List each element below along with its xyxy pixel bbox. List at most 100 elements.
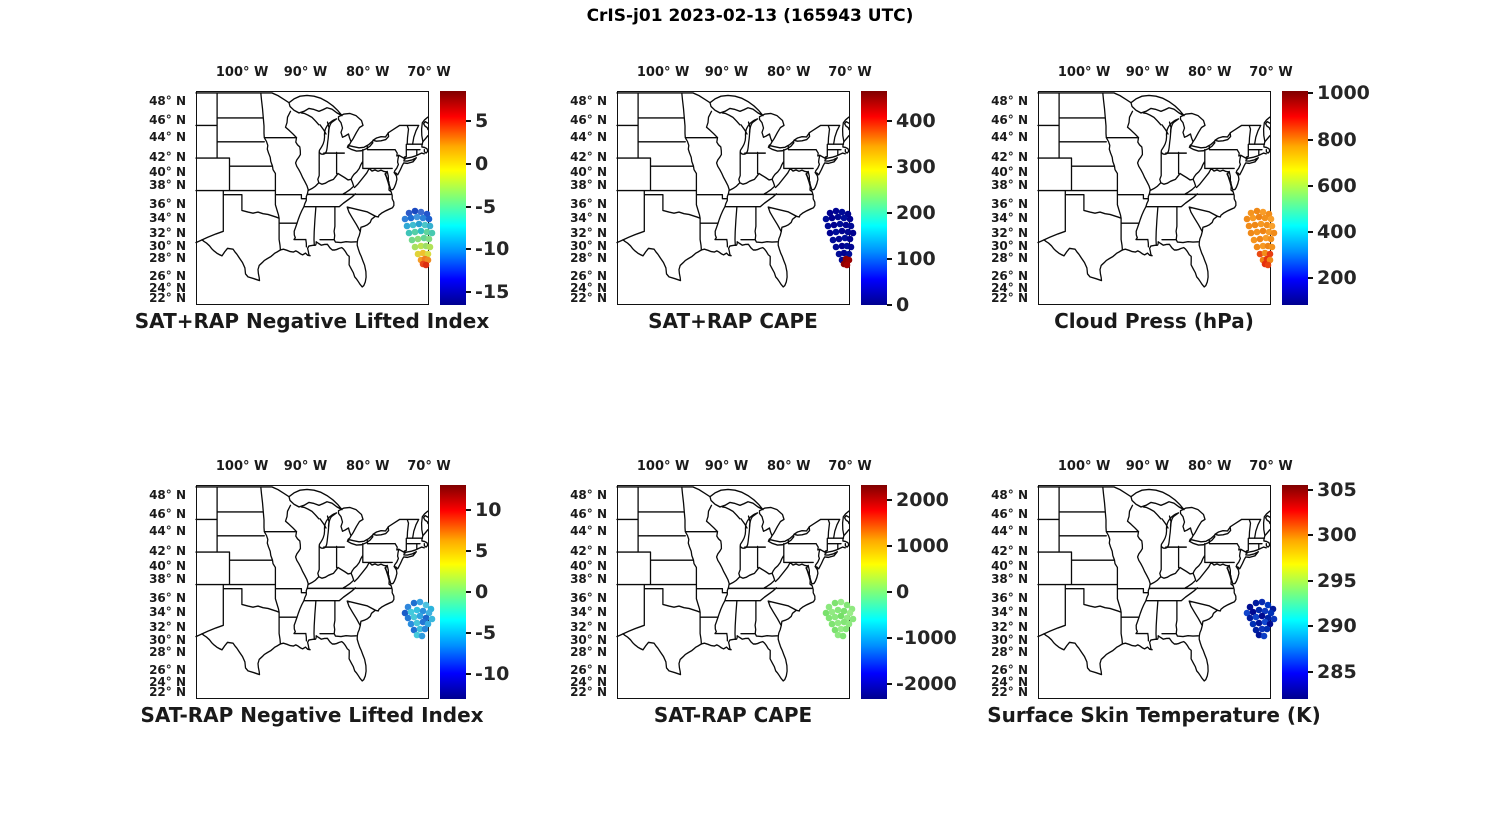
scatter-point: [843, 261, 851, 269]
colorbar-tick-label: 10: [475, 498, 502, 521]
scatter-point: [407, 214, 415, 222]
scatter-point: [1253, 243, 1261, 251]
scatter-point: [1247, 209, 1255, 217]
scatter-point: [417, 208, 425, 216]
scatter-point: [401, 609, 409, 617]
colorbar-tick-mark: [466, 508, 471, 511]
scatter-point: [839, 632, 847, 640]
colorbar-tick-label: 5: [475, 539, 489, 562]
scatter-point: [837, 612, 845, 620]
scatter-point: [428, 615, 436, 623]
lat-tick-label: 48° N: [570, 94, 607, 109]
panel-title: SAT+RAP Negative Lifted Index: [134, 309, 490, 333]
colorbar: [1282, 91, 1308, 305]
scatter-point: [409, 221, 417, 229]
colorbar-tick-mark: [466, 162, 471, 165]
us-basemap: [1037, 92, 1278, 288]
lon-tick-label: 70° W: [1249, 65, 1293, 80]
colorbar-tick-label: -1000: [896, 627, 957, 650]
scatter-point: [1256, 235, 1264, 243]
scatter-point: [411, 207, 419, 215]
colorbar-tick-label: 200: [1317, 267, 1357, 290]
scatter-point: [405, 229, 413, 237]
scatter-point: [830, 221, 838, 229]
colorbar-tick-label: 300: [1317, 524, 1357, 547]
scatter-point: [846, 609, 854, 617]
map-panel: SAT+RAP Negative Lifted Index 100° W 90° …: [120, 65, 560, 351]
scatter-point: [424, 620, 432, 628]
scatter-point: [840, 214, 848, 222]
colorbar-tick-mark: [1308, 92, 1313, 95]
lat-tick-label: 44° N: [149, 130, 186, 145]
scatter-point: [418, 632, 426, 640]
lat-tick-label: 26° N: [149, 268, 186, 283]
panel-title: Cloud Press (hPa): [1054, 309, 1254, 333]
lat-tick-label: 22° N: [991, 684, 1028, 699]
scatter-point: [826, 209, 834, 217]
scatter-point: [411, 243, 419, 251]
lon-tick-label: 100° W: [1057, 65, 1111, 80]
colorbar-tick-label: -5: [475, 622, 497, 645]
lon-tick-label: 70° W: [407, 65, 451, 80]
scatter-point: [1245, 222, 1253, 230]
scatter-point: [846, 215, 854, 223]
lat-tick-label: 38° N: [570, 572, 607, 587]
scatter-point: [422, 601, 430, 609]
scatter-point: [837, 598, 845, 606]
scatter-point: [1259, 208, 1267, 216]
lat-tick-label: 44° N: [570, 130, 607, 145]
lat-tick-label: 30° N: [149, 238, 186, 253]
lat-tick-label: 34° N: [570, 210, 607, 225]
scatter-point: [828, 608, 836, 616]
scatter-point: [1264, 601, 1272, 609]
lon-tick-label: 100° W: [215, 65, 269, 80]
colorbar-tick-label: 200: [896, 201, 936, 224]
colorbar-tick-label: 400: [896, 109, 936, 132]
scatter-point: [419, 249, 427, 257]
scatter-point: [1266, 256, 1274, 264]
lat-tick-label: 42° N: [570, 150, 607, 165]
scatter-point: [1268, 243, 1276, 251]
scatter-point: [407, 620, 415, 628]
lon-tick-label: 100° W: [636, 459, 690, 474]
colorbar-tick-mark: [1308, 184, 1313, 187]
us-basemap: [195, 92, 436, 288]
colorbar-tick-mark: [466, 632, 471, 635]
scatter-point: [840, 249, 848, 257]
scatter-point: [842, 625, 850, 633]
map-panel: Cloud Press (hPa) 100° W 90° W 80° W 70° W 4…: [962, 65, 1402, 351]
lat-tick-label: 38° N: [991, 572, 1028, 587]
colorbar-tick-label: 1000: [1317, 82, 1370, 105]
scatter-point: [1261, 618, 1269, 626]
colorbar: [1282, 485, 1308, 699]
scatter-point: [1255, 213, 1263, 221]
colorbar-tick-mark: [887, 683, 892, 686]
scatter-point: [417, 242, 425, 250]
lat-tick-label: 44° N: [991, 524, 1028, 539]
lat-tick-label: 34° N: [149, 210, 186, 225]
scatter-point: [421, 625, 429, 633]
colorbar-tick-mark: [1308, 625, 1313, 628]
lat-tick-label: 24° N: [991, 674, 1028, 689]
scatter-point: [828, 620, 836, 628]
scatter-point: [825, 614, 833, 622]
colorbar-tick-mark: [466, 591, 471, 593]
scatter-point: [1246, 614, 1254, 622]
lat-tick-label: 48° N: [991, 94, 1028, 109]
scatter-point: [428, 229, 436, 237]
scatter-point: [1268, 222, 1276, 230]
colorbar-tick-mark: [1308, 579, 1313, 582]
colorbar: [440, 91, 466, 305]
lat-tick-label: 30° N: [991, 632, 1028, 647]
scatter-point: [836, 220, 844, 228]
colorbar-tick-mark: [1308, 488, 1313, 491]
scatter-point: [832, 228, 840, 236]
colorbar-tick-label: -2000: [896, 673, 957, 696]
scatter-points: [1243, 207, 1278, 269]
lat-tick-label: 36° N: [991, 590, 1028, 605]
scatter-point: [1258, 598, 1266, 606]
lon-tick-label: 90° W: [283, 65, 328, 80]
lat-tick-label: 46° N: [991, 113, 1028, 128]
scatter-point: [410, 599, 418, 607]
us-basemap: [616, 486, 857, 682]
